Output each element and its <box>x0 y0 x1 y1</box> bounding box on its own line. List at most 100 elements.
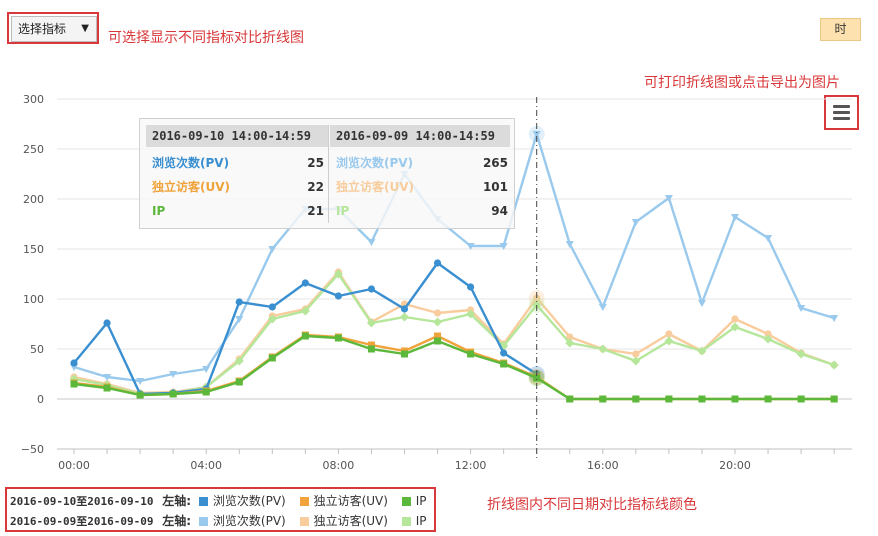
data-point <box>433 309 442 317</box>
tooltip-label: 独立访客(UV) <box>336 180 415 194</box>
data-point <box>267 314 277 324</box>
menu-icon[interactable] <box>830 101 853 124</box>
data-point <box>764 330 772 338</box>
hover-point <box>533 374 541 382</box>
data-point <box>234 356 244 366</box>
data-point <box>467 350 475 358</box>
data-point <box>235 316 244 323</box>
select-metric-button[interactable]: 选择指标 ▼ <box>11 16 97 42</box>
hover-point <box>532 131 541 138</box>
select-annotation: 可选择显示不同指标对比折线图 <box>108 30 304 46</box>
legend-axis-label: 左轴: <box>162 494 192 508</box>
data-point <box>202 366 211 373</box>
tooltip-label: 浏览次数(PV) <box>336 156 414 170</box>
legend-item-pv[interactable]: 浏览次数(PV) <box>198 493 286 509</box>
data-point <box>367 345 375 353</box>
data-point <box>301 332 309 340</box>
chart-grid <box>57 98 852 450</box>
data-point <box>367 341 375 349</box>
legend-period: 2016-09-09至2016-09-09 <box>10 515 154 528</box>
x-tick-label: 16:00 <box>587 459 619 472</box>
data-point <box>731 315 739 323</box>
data-point <box>598 344 608 354</box>
tooltip-row-uv-a: 独立访客(UV) 22 <box>152 177 324 197</box>
data-point <box>136 378 145 385</box>
data-point <box>796 349 806 359</box>
legend-item-pv[interactable]: 浏览次数(PV) <box>198 513 286 529</box>
chevron-down-icon: ▼ <box>81 23 89 34</box>
data-point <box>401 350 408 358</box>
color-annotation: 折线图内不同日期对比指标线颜色 <box>487 497 697 513</box>
data-point <box>334 334 342 342</box>
data-point <box>731 395 739 403</box>
data-point <box>565 241 574 248</box>
data-point <box>830 395 838 403</box>
tooltip-period-a: 2016-09-10 14:00-14:59 <box>146 125 329 147</box>
tooltip-row-pv-a: 浏览次数(PV) 25 <box>152 153 324 173</box>
data-point <box>730 322 740 332</box>
data-point <box>301 279 309 287</box>
data-point <box>367 285 376 293</box>
y-tick-label: 0 <box>37 393 44 406</box>
data-point <box>598 304 607 311</box>
data-point <box>829 360 839 370</box>
data-point <box>599 395 607 403</box>
tooltip-value: 265 <box>482 156 508 170</box>
data-point <box>631 356 641 366</box>
data-point <box>268 246 277 253</box>
tooltip-row-uv-b: 独立访客(UV) 101 <box>336 177 508 197</box>
data-point <box>268 303 276 311</box>
data-point <box>500 360 508 368</box>
x-tick-label: 12:00 <box>455 459 487 472</box>
y-axis-ticks: 300 250 200 150 100 50 0 −50 <box>21 93 44 456</box>
legend-item-uv[interactable]: 独立访客(UV) <box>299 493 388 509</box>
tooltip-label: 独立访客(UV) <box>152 180 231 194</box>
x-tick-label: 08:00 <box>323 459 355 472</box>
y-tick-label: 100 <box>23 293 44 306</box>
chart-tooltip: 2016-09-10 14:00-14:59 2016-09-09 14:00-… <box>139 118 515 229</box>
data-point <box>565 338 575 348</box>
x-tick-label: 00:00 <box>58 459 90 472</box>
data-point <box>103 319 111 327</box>
data-point <box>169 390 177 398</box>
data-point <box>466 309 476 319</box>
hour-button[interactable]: 时 <box>820 18 861 41</box>
tooltip-row-pv-b: 浏览次数(PV) 265 <box>336 153 508 173</box>
data-point <box>300 306 310 316</box>
x-tick-label: 04:00 <box>190 459 222 472</box>
data-point <box>235 378 243 386</box>
data-point <box>334 292 342 300</box>
tooltip-row-ip-b: IP 94 <box>336 201 508 221</box>
y-tick-label: 150 <box>23 243 44 256</box>
data-point <box>797 395 805 403</box>
data-point <box>136 391 144 399</box>
legend-item-ip[interactable]: IP <box>401 493 427 509</box>
data-point <box>764 395 772 403</box>
data-point <box>830 315 839 322</box>
data-point <box>500 349 508 357</box>
data-point <box>367 239 376 246</box>
data-point <box>697 346 707 356</box>
data-point <box>467 283 475 291</box>
data-point <box>566 395 574 403</box>
tooltip-value: 21 <box>307 204 324 218</box>
legend-item-ip[interactable]: IP <box>401 513 427 529</box>
data-point <box>763 334 773 344</box>
tooltip-value: 94 <box>491 204 508 218</box>
data-point <box>433 317 443 327</box>
data-point <box>268 354 276 362</box>
data-point <box>169 371 178 378</box>
legend-item-uv[interactable]: 独立访客(UV) <box>299 513 388 529</box>
data-point <box>70 359 78 367</box>
tooltip-value: 25 <box>307 156 324 170</box>
data-point <box>764 235 773 242</box>
data-point <box>433 259 442 267</box>
legend-row-current: 2016-09-10至2016-09-10 左轴: 浏览次数(PV) 独立访客(… <box>10 493 437 509</box>
data-point <box>797 305 806 312</box>
data-point <box>400 305 409 313</box>
export-annotation: 可打印折线图或点击导出为图片 <box>644 75 840 91</box>
data-point <box>202 388 210 396</box>
series-line-0 <box>73 132 835 383</box>
series-line-5 <box>73 334 835 401</box>
tooltip-label: 浏览次数(PV) <box>152 156 230 170</box>
